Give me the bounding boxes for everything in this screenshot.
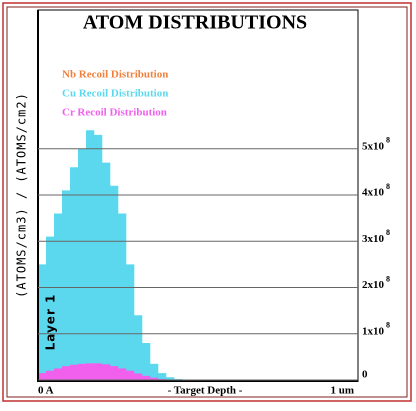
histogram-bar (86, 130, 94, 380)
y-tick-label: 5x10 (362, 140, 385, 152)
histogram-bar (118, 368, 126, 380)
legend-entry: Cu Recoil Distribution (62, 88, 168, 100)
histogram-bar (102, 364, 110, 380)
histogram-bar (158, 373, 166, 380)
histogram-bar (134, 374, 142, 380)
chart-title: ATOM DISTRIBUTIONS (83, 12, 307, 34)
x-axis-label: - Target Depth - (168, 385, 243, 397)
histogram-bar (110, 366, 118, 380)
y-tick-exponent: 8 (386, 274, 390, 283)
histogram-bar (62, 190, 70, 380)
histogram-bar (134, 315, 142, 380)
y-axis-label: (ATOMS/cm3) / (ATOMS/cm2) (15, 92, 29, 298)
histogram-bar (70, 365, 78, 380)
legend-entry: Nb Recoil Distribution (62, 69, 168, 81)
x-tick-label: 0 A (38, 385, 54, 397)
histogram-bar (94, 363, 102, 380)
histogram-bar (78, 149, 86, 380)
y-tick-exponent: 8 (386, 321, 390, 330)
layer-label: Layer 1 (44, 294, 58, 351)
histogram-bar (118, 214, 126, 381)
histogram-bar (78, 364, 86, 380)
y-tick-label: 3x10 (362, 233, 385, 245)
histogram-bar (126, 371, 134, 380)
histogram-bar (46, 371, 54, 380)
histogram-bar (150, 364, 158, 380)
histogram-bar (126, 264, 134, 380)
y-tick-label: 4x10 (362, 187, 385, 199)
legend-entry: Cr Recoil Distribution (62, 107, 167, 119)
x-tick-label: 1 um (330, 385, 354, 397)
histogram-bar (38, 373, 46, 380)
histogram-bar (86, 363, 94, 380)
y-tick-exponent: 8 (386, 182, 390, 191)
y-tick-label: 0 (362, 369, 368, 381)
histogram-bar (110, 186, 118, 380)
y-tick-label: 1x10 (362, 325, 385, 337)
y-tick-exponent: 8 (386, 136, 390, 145)
histogram-bar (70, 167, 78, 380)
y-tick-exponent: 8 (386, 228, 390, 237)
histogram-bar (94, 135, 102, 380)
histogram-bar (54, 368, 62, 380)
y-tick-label: 2x10 (362, 279, 385, 291)
histogram-bar (62, 366, 70, 380)
histogram-bar (142, 343, 150, 380)
histogram-bar (142, 376, 150, 380)
plot-area (38, 130, 190, 380)
